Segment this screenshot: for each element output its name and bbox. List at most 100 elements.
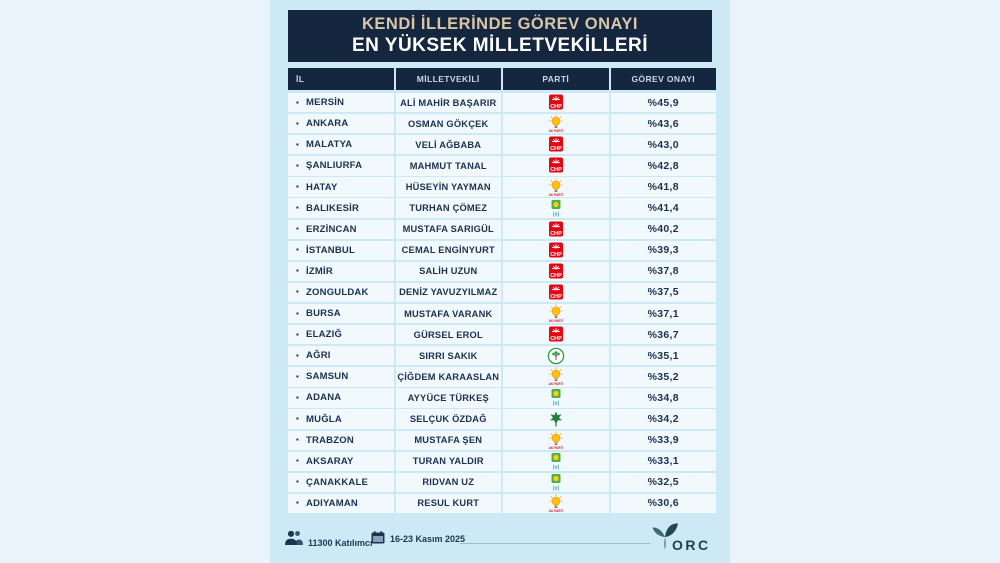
table-row: ▪ İSTANBUL CEMAL ENGİNYURT CHP %39,3 bbox=[288, 240, 716, 260]
mp-name: VELİ AĞBABA bbox=[395, 135, 501, 155]
approval-value: %33,9 bbox=[610, 430, 716, 450]
column-header-il: İL bbox=[288, 68, 394, 90]
calendar-icon bbox=[371, 531, 385, 546]
table-row: ▪ SAMSUN ÇİĞDEM KARAASLAN AK PARTİ %35,2 bbox=[288, 367, 716, 387]
orc-mark-icon bbox=[651, 521, 679, 556]
mp-name: MUSTAFA ŞEN bbox=[395, 430, 501, 450]
party-logo-iyi: İYİ bbox=[503, 388, 609, 408]
table-row: ▪ MALATYA VELİ AĞBABA CHP %43,0 bbox=[288, 135, 716, 155]
approval-value: %32,5 bbox=[610, 472, 716, 492]
bullet-icon: ▪ bbox=[296, 435, 300, 445]
svg-text:İYİ: İYİ bbox=[553, 401, 560, 408]
province-name: ELAZIĞ bbox=[306, 329, 343, 341]
column-header-gorev-onayi: GÖREV ONAYI bbox=[610, 68, 716, 90]
mp-name: ALİ MAHİR BAŞARIR bbox=[395, 93, 501, 113]
party-logo-iyi: İYİ bbox=[503, 198, 609, 218]
party-logo-dem bbox=[503, 346, 609, 366]
column-header-parti: PARTİ bbox=[503, 68, 609, 90]
table-row: ▪ BALIKESİR TURHAN ÇÖMEZ İYİ %41,4 bbox=[288, 198, 716, 218]
table-row: ▪ MUĞLA SELÇUK ÖZDAĞ %34,2 bbox=[288, 409, 716, 429]
bullet-icon: ▪ bbox=[296, 498, 300, 508]
svg-text:CHP: CHP bbox=[550, 231, 562, 237]
approval-value: %41,8 bbox=[610, 177, 716, 197]
title-line-2: EN YÜKSEK MİLLETVEKİLLERİ bbox=[351, 35, 649, 56]
mp-name: TURAN YALDIR bbox=[395, 451, 501, 471]
bullet-icon: ▪ bbox=[296, 245, 300, 255]
svg-text:CHP: CHP bbox=[550, 167, 562, 173]
party-logo-akp: AK PARTİ bbox=[503, 177, 609, 197]
table-row: ▪ ANKARA OSMAN GÖKÇEK AK PARTİ %43,6 bbox=[288, 114, 716, 134]
approval-value: %30,6 bbox=[610, 493, 716, 514]
province-name: ŞANLIURFA bbox=[306, 160, 363, 172]
svg-text:CHP: CHP bbox=[550, 252, 562, 258]
svg-text:AK PARTİ: AK PARTİ bbox=[548, 383, 563, 387]
province-name: ZONGULDAK bbox=[306, 286, 369, 298]
table-row: ▪ ADANA AYYÜCE TÜRKEŞ İYİ %34,8 bbox=[288, 388, 716, 408]
bullet-icon: ▪ bbox=[296, 182, 300, 192]
bullet-icon: ▪ bbox=[296, 139, 300, 149]
svg-text:CHP: CHP bbox=[550, 294, 562, 300]
approval-value: %37,1 bbox=[610, 303, 716, 324]
province-name: İZMİR bbox=[306, 265, 333, 277]
approval-value: %37,5 bbox=[610, 282, 716, 303]
table-row: ▪ ÇANAKKALE RIDVAN UZ İYİ %32,5 bbox=[288, 472, 716, 492]
bullet-icon: ▪ bbox=[296, 308, 300, 318]
bullet-icon: ▪ bbox=[296, 203, 300, 213]
bullet-icon: ▪ bbox=[296, 266, 300, 276]
bullet-icon: ▪ bbox=[296, 160, 300, 170]
approval-value: %36,7 bbox=[610, 325, 716, 345]
party-logo-akp: AK PARTİ bbox=[503, 430, 609, 450]
table-row: ▪ AĞRI SIRRI SAKIK %35,1 bbox=[288, 346, 716, 366]
svg-text:İYİ: İYİ bbox=[553, 485, 560, 492]
approval-value: %34,8 bbox=[610, 388, 716, 408]
table-row: ▪ MERSİN ALİ MAHİR BAŞARIR CHP %45,9 bbox=[288, 93, 716, 113]
province-name: MUĞLA bbox=[306, 413, 342, 425]
bullet-icon: ▪ bbox=[296, 371, 300, 381]
party-logo-chp: CHP bbox=[503, 261, 609, 282]
table-row: ▪ ERZİNCAN MUSTAFA SARIGÜL CHP %40,2 bbox=[288, 219, 716, 239]
table-header: İL MİLLETVEKİLİ PARTİ GÖREV ONAYI bbox=[288, 68, 716, 90]
footer-divider bbox=[460, 543, 650, 544]
approval-value: %43,0 bbox=[610, 135, 716, 155]
mp-name: SALİH UZUN bbox=[395, 261, 501, 282]
approval-value: %45,9 bbox=[610, 93, 716, 113]
bullet-icon: ▪ bbox=[296, 118, 300, 128]
party-logo-akp: AK PARTİ bbox=[503, 493, 609, 514]
province-name: HATAY bbox=[306, 181, 338, 193]
party-logo-gelecek bbox=[503, 409, 609, 429]
svg-text:AK PARTİ: AK PARTİ bbox=[548, 446, 563, 450]
approval-value: %42,8 bbox=[610, 156, 716, 176]
participants-label: 11300 Katılımcı bbox=[308, 538, 373, 548]
province-name: ERZİNCAN bbox=[306, 223, 357, 235]
svg-text:CHP: CHP bbox=[550, 104, 562, 110]
party-logo-chp: CHP bbox=[503, 325, 609, 345]
mp-name: RIDVAN UZ bbox=[395, 472, 501, 492]
party-logo-chp: CHP bbox=[503, 282, 609, 303]
table-row: ▪ BURSA MUSTAFA VARANK AK PARTİ %37,1 bbox=[288, 303, 716, 324]
bullet-icon: ▪ bbox=[296, 392, 300, 402]
party-logo-chp: CHP bbox=[503, 135, 609, 155]
province-name: ANKARA bbox=[306, 118, 349, 130]
province-name: MALATYA bbox=[306, 139, 353, 151]
svg-text:CHP: CHP bbox=[550, 146, 562, 152]
orc-logo: ORC bbox=[651, 521, 711, 556]
table-body: ▪ MERSİN ALİ MAHİR BAŞARIR CHP %45,9 ▪ A… bbox=[288, 93, 716, 514]
approval-value: %37,8 bbox=[610, 261, 716, 282]
svg-text:İYİ: İYİ bbox=[553, 211, 560, 218]
svg-text:AK PARTİ: AK PARTİ bbox=[548, 193, 563, 197]
mp-name: MUSTAFA SARIGÜL bbox=[395, 219, 501, 239]
approval-value: %33,1 bbox=[610, 451, 716, 471]
table-row: ▪ TRABZON MUSTAFA ŞEN AK PARTİ %33,9 bbox=[288, 430, 716, 450]
province-name: BALIKESİR bbox=[306, 202, 360, 214]
mp-name: SELÇUK ÖZDAĞ bbox=[395, 409, 501, 429]
participants-icon bbox=[284, 529, 304, 548]
approval-value: %34,2 bbox=[610, 409, 716, 429]
bullet-icon: ▪ bbox=[296, 329, 300, 339]
mp-name: RESUL KURT bbox=[395, 493, 501, 514]
approval-value: %41,4 bbox=[610, 198, 716, 218]
participants-info: 11300 Katılımcı bbox=[284, 529, 373, 548]
mp-name: MUSTAFA VARANK bbox=[395, 303, 501, 324]
province-name: AKSARAY bbox=[306, 455, 354, 467]
bullet-icon: ▪ bbox=[296, 350, 300, 360]
